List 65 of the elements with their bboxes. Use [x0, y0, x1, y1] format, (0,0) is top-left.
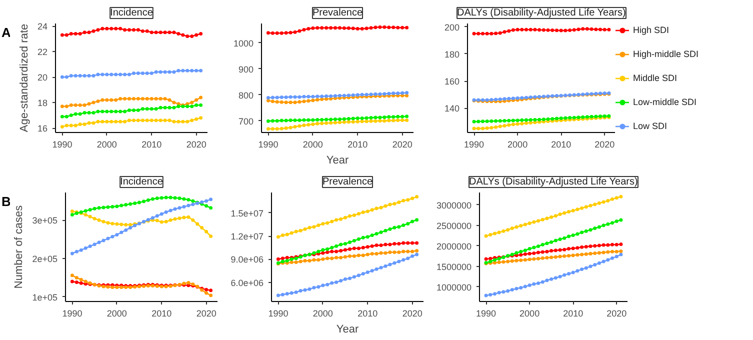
y-tick-label: 1e+05	[32, 292, 58, 302]
y-axis-title: Age-standardized rate	[18, 24, 30, 132]
x-tick-label: 2000	[508, 140, 528, 150]
y-tick-label: 160	[444, 76, 460, 87]
y-tick-label: 9.0e+06	[230, 254, 264, 265]
x-tick-label: 2020	[606, 308, 627, 318]
x-tick-label: 1990	[476, 308, 496, 318]
x-tick-label: 2000	[96, 140, 117, 150]
x-tick-label: 2010	[152, 308, 172, 318]
y-axis-title: Number of cases	[13, 204, 26, 289]
x-tick-label: 2000	[520, 308, 540, 318]
x-tick-label: 1990	[52, 140, 72, 150]
x-tick-label: 2010	[551, 140, 572, 150]
line-series	[70, 274, 213, 298]
x-axis-title: Year	[326, 154, 349, 166]
y-tick-label: 2500000	[436, 220, 472, 231]
y-tick-label: 180	[444, 49, 460, 60]
y-tick-label: 18	[37, 98, 48, 108]
y-tick-label: 140	[444, 104, 460, 114]
legend-label: Low-middle SDI	[633, 96, 697, 106]
x-tick-label: 2000	[312, 308, 333, 318]
y-tick-label: 700	[238, 116, 254, 126]
y-tick-label: 20	[37, 72, 48, 83]
chart-title: DALYs (Disability-Adjusted Life Years)	[457, 8, 626, 18]
y-tick-label: 800	[238, 90, 254, 100]
y-tick-label: 2e+05	[32, 254, 58, 264]
line-series	[484, 194, 623, 238]
x-tick-label: 2010	[348, 140, 368, 150]
y-tick-label: 2000000	[436, 241, 472, 252]
x-tick-label: 2010	[563, 308, 584, 318]
y-tick-label: 22	[37, 47, 48, 58]
y-tick-label: 24	[37, 22, 48, 32]
y-tick-label: 3000000	[436, 200, 472, 210]
x-tick-label: 2020	[594, 140, 615, 150]
legend-label: High SDI	[633, 24, 670, 34]
x-tick-label: 2000	[106, 308, 127, 318]
legend-label: Low SDI	[633, 120, 668, 130]
x-tick-label: 2010	[358, 308, 378, 318]
text: B	[2, 194, 11, 210]
x-tick-label: 1990	[258, 140, 278, 150]
y-tick-label: 200	[444, 22, 460, 32]
x-tick-label: 2020	[402, 308, 422, 318]
y-tick-label: 1500000	[436, 262, 472, 272]
x-axis-title: Year	[336, 324, 359, 336]
x-tick-label: 1990	[62, 308, 82, 318]
chart-title: Incidence	[110, 8, 154, 18]
y-tick-label: 1.2e+07	[230, 232, 264, 242]
y-tick-label: 16	[37, 124, 48, 134]
chart-title: Incidence	[120, 176, 164, 188]
x-tick-label: 2010	[142, 140, 162, 150]
y-tick-label: 1000	[233, 38, 254, 48]
y-tick-label: 6.0e+06	[230, 278, 264, 288]
x-tick-label: 2000	[302, 140, 323, 150]
x-tick-label: 2020	[186, 140, 206, 150]
x-tick-label: 1990	[268, 308, 288, 318]
y-tick-label: 900	[238, 64, 254, 74]
y-tick-label: 3e+05	[32, 216, 58, 226]
chart-title: DALYs (Disability-Adjusted Life Years)	[469, 176, 638, 188]
legend-label: High-middle SDI	[633, 48, 699, 58]
y-tick-label: 1000000	[436, 282, 472, 292]
legend-label: Middle SDI	[633, 72, 678, 82]
x-tick-label: 1990	[464, 140, 484, 150]
y-tick-label: 1.5e+07	[230, 208, 264, 218]
x-tick-label: 2020	[392, 140, 412, 150]
x-tick-label: 2020	[196, 308, 216, 318]
